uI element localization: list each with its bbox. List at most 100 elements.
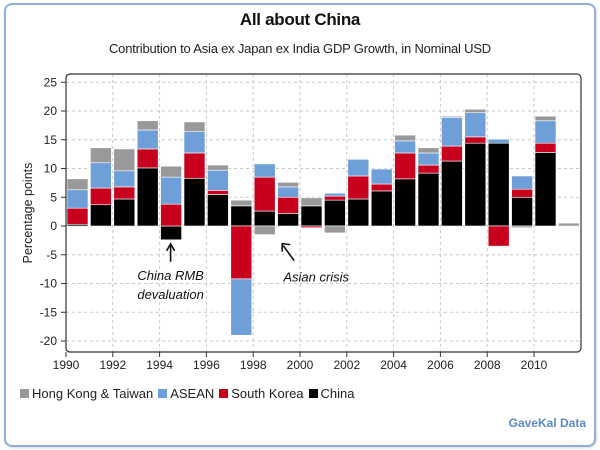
x-tick-label: 2006 xyxy=(427,358,454,372)
bar-hong-kong-taiwan-2007 xyxy=(464,108,487,114)
bar-china-1999 xyxy=(277,213,299,227)
bar-china-1994 xyxy=(160,225,182,241)
x-tick-label: 1998 xyxy=(240,358,267,372)
legend-item-china: China xyxy=(308,386,355,401)
bars xyxy=(66,108,580,336)
legend: Hong Kong & Taiwan ASEAN South Korea China xyxy=(20,386,360,401)
bar-hong-kong-taiwan-1993 xyxy=(136,120,159,131)
x-tick-label: 1996 xyxy=(193,358,220,372)
bar-south-korea-1991 xyxy=(90,187,112,206)
bar-hong-kong-taiwan-2004 xyxy=(394,134,416,142)
arrow-up-left-icon xyxy=(282,245,295,262)
annotation-text: devaluation xyxy=(137,287,204,302)
bar-asean-1998 xyxy=(253,163,276,178)
legend-label: South Korea xyxy=(231,386,304,401)
y-tick-label: 15 xyxy=(44,133,58,147)
bar-south-korea-1994 xyxy=(160,203,182,227)
bar-hong-kong-taiwan-1992 xyxy=(113,148,136,172)
bar-asean-1992 xyxy=(113,170,136,188)
bar-hong-kong-taiwan-2000 xyxy=(300,197,323,207)
bar-china-2004 xyxy=(394,178,416,227)
bar-china-2006 xyxy=(441,160,463,227)
bar-hong-kong-taiwan-2009 xyxy=(511,225,533,229)
bar-south-korea-1999 xyxy=(277,196,299,214)
y-tick-label: 10 xyxy=(44,162,58,176)
annotation-text: China RMB xyxy=(137,268,204,283)
y-axis-label: Percentage points xyxy=(21,163,35,264)
bar-south-korea-1996 xyxy=(207,190,229,195)
bar-south-korea-2004 xyxy=(394,152,416,180)
bar-asean-2009 xyxy=(511,175,533,190)
legend-swatch xyxy=(20,389,29,398)
bar-hong-kong-taiwan-2011 xyxy=(558,222,580,227)
annotation-2: Asian crisis xyxy=(281,242,350,285)
bar-south-korea-2010 xyxy=(534,142,557,153)
bar-south-korea-1992 xyxy=(113,186,136,200)
bar-asean-2010 xyxy=(534,120,557,144)
bar-hong-kong-taiwan-2010 xyxy=(534,115,557,122)
chart-title: All about China xyxy=(239,10,361,29)
bar-asean-1990 xyxy=(66,189,89,209)
bar-asean-1997 xyxy=(230,278,253,336)
legend-label: Hong Kong & Taiwan xyxy=(32,386,154,401)
bar-asean-2006 xyxy=(441,117,463,147)
bar-asean-1999 xyxy=(277,186,299,198)
bar-china-1998 xyxy=(253,210,276,227)
x-tick-label: 1990 xyxy=(53,358,80,372)
x-tick-label: 2004 xyxy=(380,358,407,372)
bar-hong-kong-taiwan-1995 xyxy=(183,121,206,133)
bar-hong-kong-taiwan-2005 xyxy=(417,147,440,154)
bar-china-2000 xyxy=(300,205,323,227)
x-tick-label: 1992 xyxy=(99,358,126,372)
bar-china-1997 xyxy=(230,205,253,227)
y-tick-label: 20 xyxy=(44,104,58,118)
legend-swatch xyxy=(158,389,168,398)
legend-item-hong-kong-taiwan: Hong Kong & Taiwan xyxy=(20,386,153,401)
legend-swatch xyxy=(308,389,318,398)
bar-south-korea-1997 xyxy=(230,225,253,280)
annotations: China RMB devaluation Asian crisis xyxy=(137,242,350,302)
bar-asean-2002 xyxy=(347,159,370,177)
bar-china-2008 xyxy=(487,142,510,227)
axes: 25 20 15 10 5 0 -5 -10 -15 -20 1990 1992 1994 1996 199… xyxy=(40,75,548,372)
x-tick-label: 2000 xyxy=(287,358,314,372)
bar-hong-kong-taiwan-1998 xyxy=(253,225,276,235)
x-tick-label: 1994 xyxy=(146,358,173,372)
legend-label: China xyxy=(320,386,355,401)
bar-south-korea-2000 xyxy=(300,225,323,229)
bar-china-1995 xyxy=(183,177,206,227)
bar-china-2001 xyxy=(324,199,346,227)
bar-asean-2008 xyxy=(487,138,510,144)
source-label: GaveKal Data xyxy=(508,416,586,430)
bar-hong-kong-taiwan-1994 xyxy=(160,165,182,178)
bar-south-korea-1995 xyxy=(183,152,206,179)
bar-asean-2004 xyxy=(394,140,416,154)
y-tick-label: 0 xyxy=(50,219,57,233)
bar-hong-kong-taiwan-1991 xyxy=(90,147,112,164)
bar-hong-kong-taiwan-2001 xyxy=(324,225,346,234)
bar-asean-2001 xyxy=(324,192,346,197)
bar-asean-1993 xyxy=(136,129,159,150)
x-tick-label: 2010 xyxy=(521,358,548,372)
bar-south-korea-2001 xyxy=(324,195,346,201)
bar-hong-kong-taiwan-1990 xyxy=(66,178,89,191)
x-tick-label: 2008 xyxy=(474,358,501,372)
bar-asean-1996 xyxy=(207,169,229,191)
annotation-1: China RMB devaluation xyxy=(137,242,204,302)
y-tick-label: 5 xyxy=(50,190,57,204)
y-tick-label: -15 xyxy=(40,305,58,319)
bar-south-korea-1990 xyxy=(66,207,89,225)
bar-china-2007 xyxy=(464,142,487,227)
bar-south-korea-1998 xyxy=(253,176,276,212)
x-tick-label: 2002 xyxy=(333,358,360,372)
bar-asean-1995 xyxy=(183,131,206,154)
y-tick-label: 25 xyxy=(44,75,58,89)
bar-china-1991 xyxy=(90,204,112,227)
bar-china-1996 xyxy=(207,194,229,227)
y-tick-label: -10 xyxy=(40,277,58,291)
bar-south-korea-2006 xyxy=(441,145,463,162)
bar-china-2009 xyxy=(511,196,533,227)
bar-china-2005 xyxy=(417,172,440,227)
bar-hong-kong-taiwan-2006 xyxy=(441,115,463,118)
